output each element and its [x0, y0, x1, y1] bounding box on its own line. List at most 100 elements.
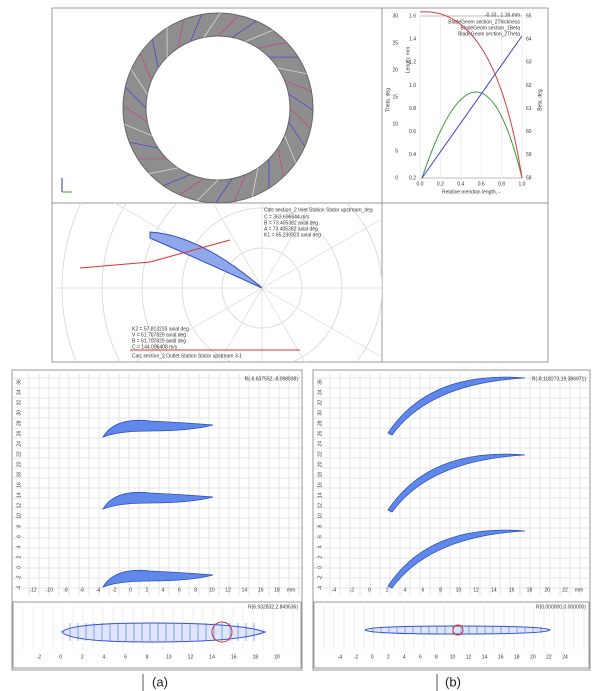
y-tick-label: 63 — [526, 60, 532, 66]
polar-grid — [261, 287, 306, 362]
y-tick-label: 0 — [395, 175, 398, 181]
x-tick-label: -2 — [350, 587, 355, 593]
grid-bg — [13, 374, 301, 596]
y-tick-label: 10 — [392, 121, 398, 127]
blade-edge — [215, 178, 233, 204]
annotation: A = 73.405382 axial deg — [264, 226, 318, 232]
y-tick-label: 14 — [16, 492, 22, 498]
y-tick-label: 0.2 — [409, 175, 416, 181]
x-tick-label: -12 — [29, 587, 36, 593]
x-tick-label: -4 — [96, 587, 101, 593]
axis-title: Theta, deg — [385, 88, 391, 112]
y-tick-label: 14 — [317, 492, 323, 498]
x-tick-label: 6 — [421, 587, 424, 593]
y-tick-label: 0 — [16, 566, 22, 569]
y-tick-label: 20 — [317, 461, 323, 467]
blade-edge — [217, 15, 240, 37]
y-tick-label: 34 — [16, 389, 22, 395]
x-tick-label: 14 — [482, 654, 488, 660]
x-tick-label: 14 — [209, 654, 215, 660]
y-tick-label: 2 — [317, 555, 323, 558]
y-tick-label: 5 — [395, 148, 398, 154]
y-tick-label: 6 — [16, 535, 22, 538]
x-tick-label: 8 — [435, 654, 438, 660]
y-tick-label: 20 — [16, 461, 22, 467]
blade — [102, 491, 214, 510]
x-tick-label: 0.0 — [417, 181, 424, 187]
blade-edge — [289, 107, 311, 130]
annotation: B = 61.707829 axial deg — [132, 338, 186, 344]
blade-edge — [284, 135, 297, 163]
y-tick-label: -2 — [317, 575, 323, 580]
axis-title: Relative meridian length, - — [442, 189, 500, 195]
x-tick-label: 20 — [274, 654, 280, 660]
y-tick-label: 0.4 — [409, 152, 416, 158]
blade-edge — [251, 167, 259, 197]
x-tick-label: -10 — [46, 587, 53, 593]
x-tick-label: 12 — [473, 587, 479, 593]
y-tick-label: 18 — [317, 472, 323, 478]
curve — [419, 11, 523, 179]
y-tick-label: 0 — [317, 566, 323, 569]
x-tick-label: 0.8 — [498, 181, 505, 187]
y-tick-label: 12 — [317, 503, 323, 509]
x-tick-label: 2 — [81, 654, 84, 660]
y-tick-label: 16 — [16, 482, 22, 488]
x-tick-label: 10 — [450, 654, 456, 660]
x-tick-label: 0.4 — [457, 181, 464, 187]
polar-grid — [261, 287, 382, 358]
y-tick-label: 64 — [526, 36, 532, 42]
polar-grid — [261, 218, 382, 289]
plot-area — [419, 15, 523, 179]
x-tick-label: -4 — [338, 654, 343, 660]
blade-edge — [288, 121, 306, 147]
y-tick-label: 4 — [317, 545, 323, 548]
blade-edge — [245, 29, 273, 42]
legend-entry: BladeGeom section_2Theta — [458, 31, 520, 37]
y-tick-label: -4 — [317, 586, 323, 591]
y-tick-label: 61 — [526, 106, 532, 112]
x-tick-label: 16 — [509, 587, 515, 593]
blade-edge — [233, 174, 246, 202]
x-tick-label: 0 — [129, 587, 132, 593]
x-tick-label: 18 — [274, 587, 280, 593]
x-tick-label: 4 — [404, 587, 407, 593]
x-tick-label: 18 — [514, 654, 520, 660]
x-tick-label: 0.2 — [437, 181, 444, 187]
y-tick-label: 28 — [16, 420, 22, 426]
y-tick-label: 22 — [317, 451, 323, 457]
blade-edge — [257, 42, 287, 49]
section — [364, 625, 551, 635]
x-tick-label: 12 — [225, 587, 231, 593]
panel-label: (a) — [152, 674, 168, 689]
annotation: K1 = 65.230923 axial deg — [264, 232, 321, 238]
polar-grid — [212, 203, 263, 289]
y-tick-label: 26 — [16, 431, 22, 437]
x-tick-label: 10 — [209, 587, 215, 593]
x-tick-label: 0 — [59, 654, 62, 660]
x-tick-label: 0 — [371, 654, 374, 660]
y-tick-label: 8 — [16, 525, 22, 528]
y-tick-label: 25 — [392, 40, 398, 46]
blade-edge — [196, 179, 219, 201]
x-tick-label: 4 — [403, 654, 406, 660]
y-tick-label: 60 — [526, 129, 532, 135]
blade — [387, 376, 526, 436]
arrow — [149, 239, 231, 263]
y-tick-label: 0.6 — [409, 129, 416, 135]
x-tick-label: 14 — [242, 587, 248, 593]
y-tick-label: 28 — [317, 420, 323, 426]
annotation: B = 73.405382 axial deg — [264, 220, 318, 226]
x-tick-label: 1.0 — [519, 181, 526, 187]
x-tick-label: 8 — [194, 587, 197, 593]
y-tick-label: 34 — [317, 389, 323, 395]
x-tick-label: 18 — [527, 587, 533, 593]
polar-grid — [132, 287, 263, 362]
y-tick-label: 4 — [16, 545, 22, 548]
x-tick-label: 2 — [386, 587, 389, 593]
arrow — [79, 261, 151, 269]
legend-entry: BladeGeom section_1Beta — [461, 25, 521, 31]
small-view — [313, 601, 590, 669]
